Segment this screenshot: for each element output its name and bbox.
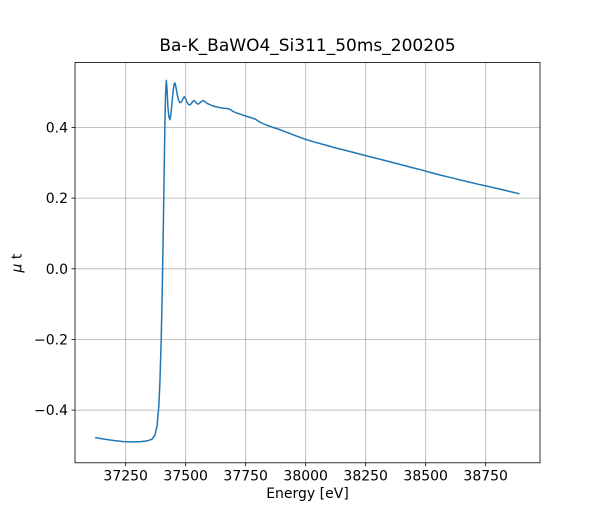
- x-tick-label: 37750: [223, 469, 268, 485]
- x-tick-label: 38000: [283, 469, 328, 485]
- y-tick-label: −0.4: [34, 403, 68, 419]
- mu-t-curve: [94, 79, 520, 443]
- axes-frame: [74, 62, 541, 464]
- y-tick-label: 0.2: [46, 191, 68, 207]
- x-tick-label: 37250: [103, 469, 148, 485]
- x-tick-label: 37500: [163, 469, 208, 485]
- chart-title: Ba-K_BaWO4_Si311_50ms_200205: [159, 36, 456, 56]
- x-tick-label: 38750: [463, 469, 508, 485]
- y-axis-label-mu: μ: [9, 263, 25, 272]
- y-axis-label-unit: t: [9, 253, 25, 264]
- y-tick-label: −0.2: [34, 333, 68, 349]
- y-axis-label: μ t: [2, 62, 32, 463]
- x-tick-label: 38250: [343, 469, 388, 485]
- y-tick-label: 0.4: [46, 120, 68, 136]
- y-tick-label: 0.0: [46, 262, 68, 278]
- x-tick-label: 38500: [403, 469, 448, 485]
- x-axis-label: Energy [eV]: [266, 486, 349, 502]
